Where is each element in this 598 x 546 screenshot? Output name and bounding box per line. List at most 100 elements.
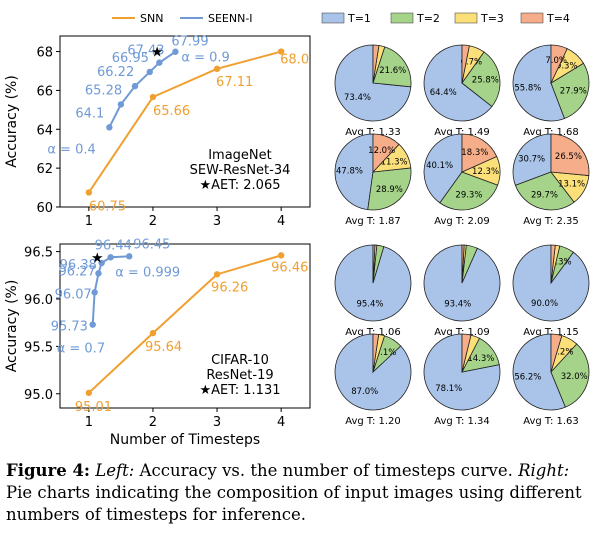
pie-slice <box>334 133 374 211</box>
pie-slice <box>512 133 552 186</box>
pie-avg-label: Avg T: 1.15 <box>523 327 579 338</box>
y-tick-label: 96.5 <box>24 246 53 261</box>
pie-slice <box>550 44 568 84</box>
pie-avg-label: Avg T: 1.34 <box>434 416 490 427</box>
pie-slice <box>512 44 566 122</box>
pie-slice-label: 25.8% <box>472 76 499 86</box>
x-tick-label: 1 <box>85 415 93 430</box>
snn-series-line <box>88 50 282 193</box>
pie-slice <box>372 46 412 88</box>
legend-pie-label: T=3 <box>480 12 504 25</box>
pie-avg-label: Avg T: 1.63 <box>523 416 579 427</box>
pie-slice-label: 6.7% <box>460 57 482 67</box>
aet-star-marker: ★ <box>91 250 104 266</box>
pie-slice <box>550 244 556 284</box>
seenn-data-label: 96.27 <box>58 264 95 279</box>
aet-star-marker: ★ <box>151 45 164 61</box>
seenn-data-label: 96.44 <box>95 238 132 253</box>
snn-data-label: 68.0 <box>280 53 309 68</box>
pie-avg-label: Avg T: 1.49 <box>434 127 490 138</box>
pie-slice <box>423 44 493 122</box>
pie-slice-label: 28.9% <box>376 185 403 195</box>
alpha-label: α = 0.999 <box>115 265 180 280</box>
y-tick-label: 66 <box>36 84 53 99</box>
pie-slice-label: 55.8% <box>514 83 541 93</box>
pie-slice <box>512 333 566 411</box>
pie-slice <box>461 44 470 84</box>
pie-slice <box>439 171 499 211</box>
pie-avg-label: Avg T: 1.09 <box>434 327 490 338</box>
snn-point <box>213 65 221 73</box>
snn-point <box>85 189 93 196</box>
seenn-data-label: 96.38 <box>60 258 97 273</box>
legend-pie-swatch <box>520 12 544 24</box>
snn-data-label: 95.01 <box>75 400 112 415</box>
y-tick-label: 60 <box>36 201 53 216</box>
pie-slice <box>514 171 575 211</box>
seenn-point <box>131 82 139 90</box>
pie-slice <box>550 343 590 408</box>
seenn-point <box>126 253 133 260</box>
pie-slice-label: 40.1% <box>426 161 453 171</box>
snn-point <box>149 329 157 337</box>
pie-slice-label: 87.0% <box>351 387 378 397</box>
pie-slice-label: 90.0% <box>531 299 558 309</box>
pie-slice-label: 14.3% <box>467 354 494 364</box>
x-tick-label: 1 <box>85 214 93 229</box>
pie-slice-label: 7.2% <box>552 347 574 357</box>
pie-slice-label: 11.3% <box>381 158 408 168</box>
seenn-data-label: 96.07 <box>55 287 92 302</box>
pie-slice-label: 29.7% <box>531 191 558 201</box>
seenn-point <box>98 259 105 267</box>
plot-frame <box>59 243 311 409</box>
seenn-data-label: 64.1 <box>75 106 104 121</box>
legend-seenn-label: SEENN-I <box>208 12 253 25</box>
pie-slice-label: 21.6% <box>379 66 406 76</box>
snn-data-label: 65.66 <box>153 104 190 119</box>
legend-pie-label: T=4 <box>546 12 570 25</box>
caption-left-text: Accuracy vs. the number of timesteps cur… <box>134 461 513 480</box>
seenn-point <box>95 270 102 277</box>
pie-slice <box>550 62 590 120</box>
pie-slice <box>367 167 412 211</box>
pie-slice <box>461 51 501 108</box>
snn-data-label: 96.46 <box>271 260 308 275</box>
seenn-data-label: 66.22 <box>97 65 134 80</box>
y-tick-label: 62 <box>36 162 53 177</box>
panel-annotation: ★AET: 1.131 <box>199 383 280 398</box>
pie-slice <box>372 333 380 373</box>
pie-slice <box>423 133 463 204</box>
seenn-point <box>156 59 163 66</box>
pie-slice-label: 29.3% <box>455 191 482 201</box>
pie-slice-label: 12.0% <box>368 146 395 156</box>
pie-slice-label: 47.8% <box>336 166 363 176</box>
seenn-point <box>106 124 113 131</box>
pie-avg-label: Avg T: 1.87 <box>345 216 401 227</box>
pie-slice-label: 95.4% <box>356 300 383 310</box>
seenn-data-label: 66.95 <box>112 51 149 66</box>
pie-avg-label: Avg T: 1.68 <box>523 127 579 138</box>
seenn-point <box>117 101 125 108</box>
seenn-data-label: 67.43 <box>127 44 164 59</box>
x-tick-label: 3 <box>213 415 221 430</box>
y-tick-label: 95.0 <box>24 388 53 403</box>
plot-frame <box>59 35 311 208</box>
seenn-data-label: 95.73 <box>51 320 88 335</box>
seenn-series-line <box>108 50 176 128</box>
snn-point <box>85 389 93 397</box>
x-tick-label: 4 <box>277 415 285 430</box>
y-tick-label: 68 <box>36 46 53 61</box>
pie-slice-label: 7.0% <box>545 56 567 66</box>
alpha-label: α = 0.9 <box>181 51 229 66</box>
pie-slice <box>550 333 563 373</box>
snn-series-line <box>88 254 282 394</box>
seenn-data-label: 96.45 <box>133 237 170 252</box>
panel-annotation: CIFAR-10 <box>211 353 269 368</box>
y-axis-label: Accuracy (%) <box>4 280 20 373</box>
seenn-point <box>107 254 114 261</box>
y-tick-label: 95.5 <box>24 340 53 355</box>
x-tick-label: 3 <box>213 214 221 229</box>
pie-slice-label: 26.5% <box>555 152 582 162</box>
pie-slice-label: 93.4% <box>444 299 471 309</box>
panel-annotation: ResNet-19 <box>206 368 273 383</box>
